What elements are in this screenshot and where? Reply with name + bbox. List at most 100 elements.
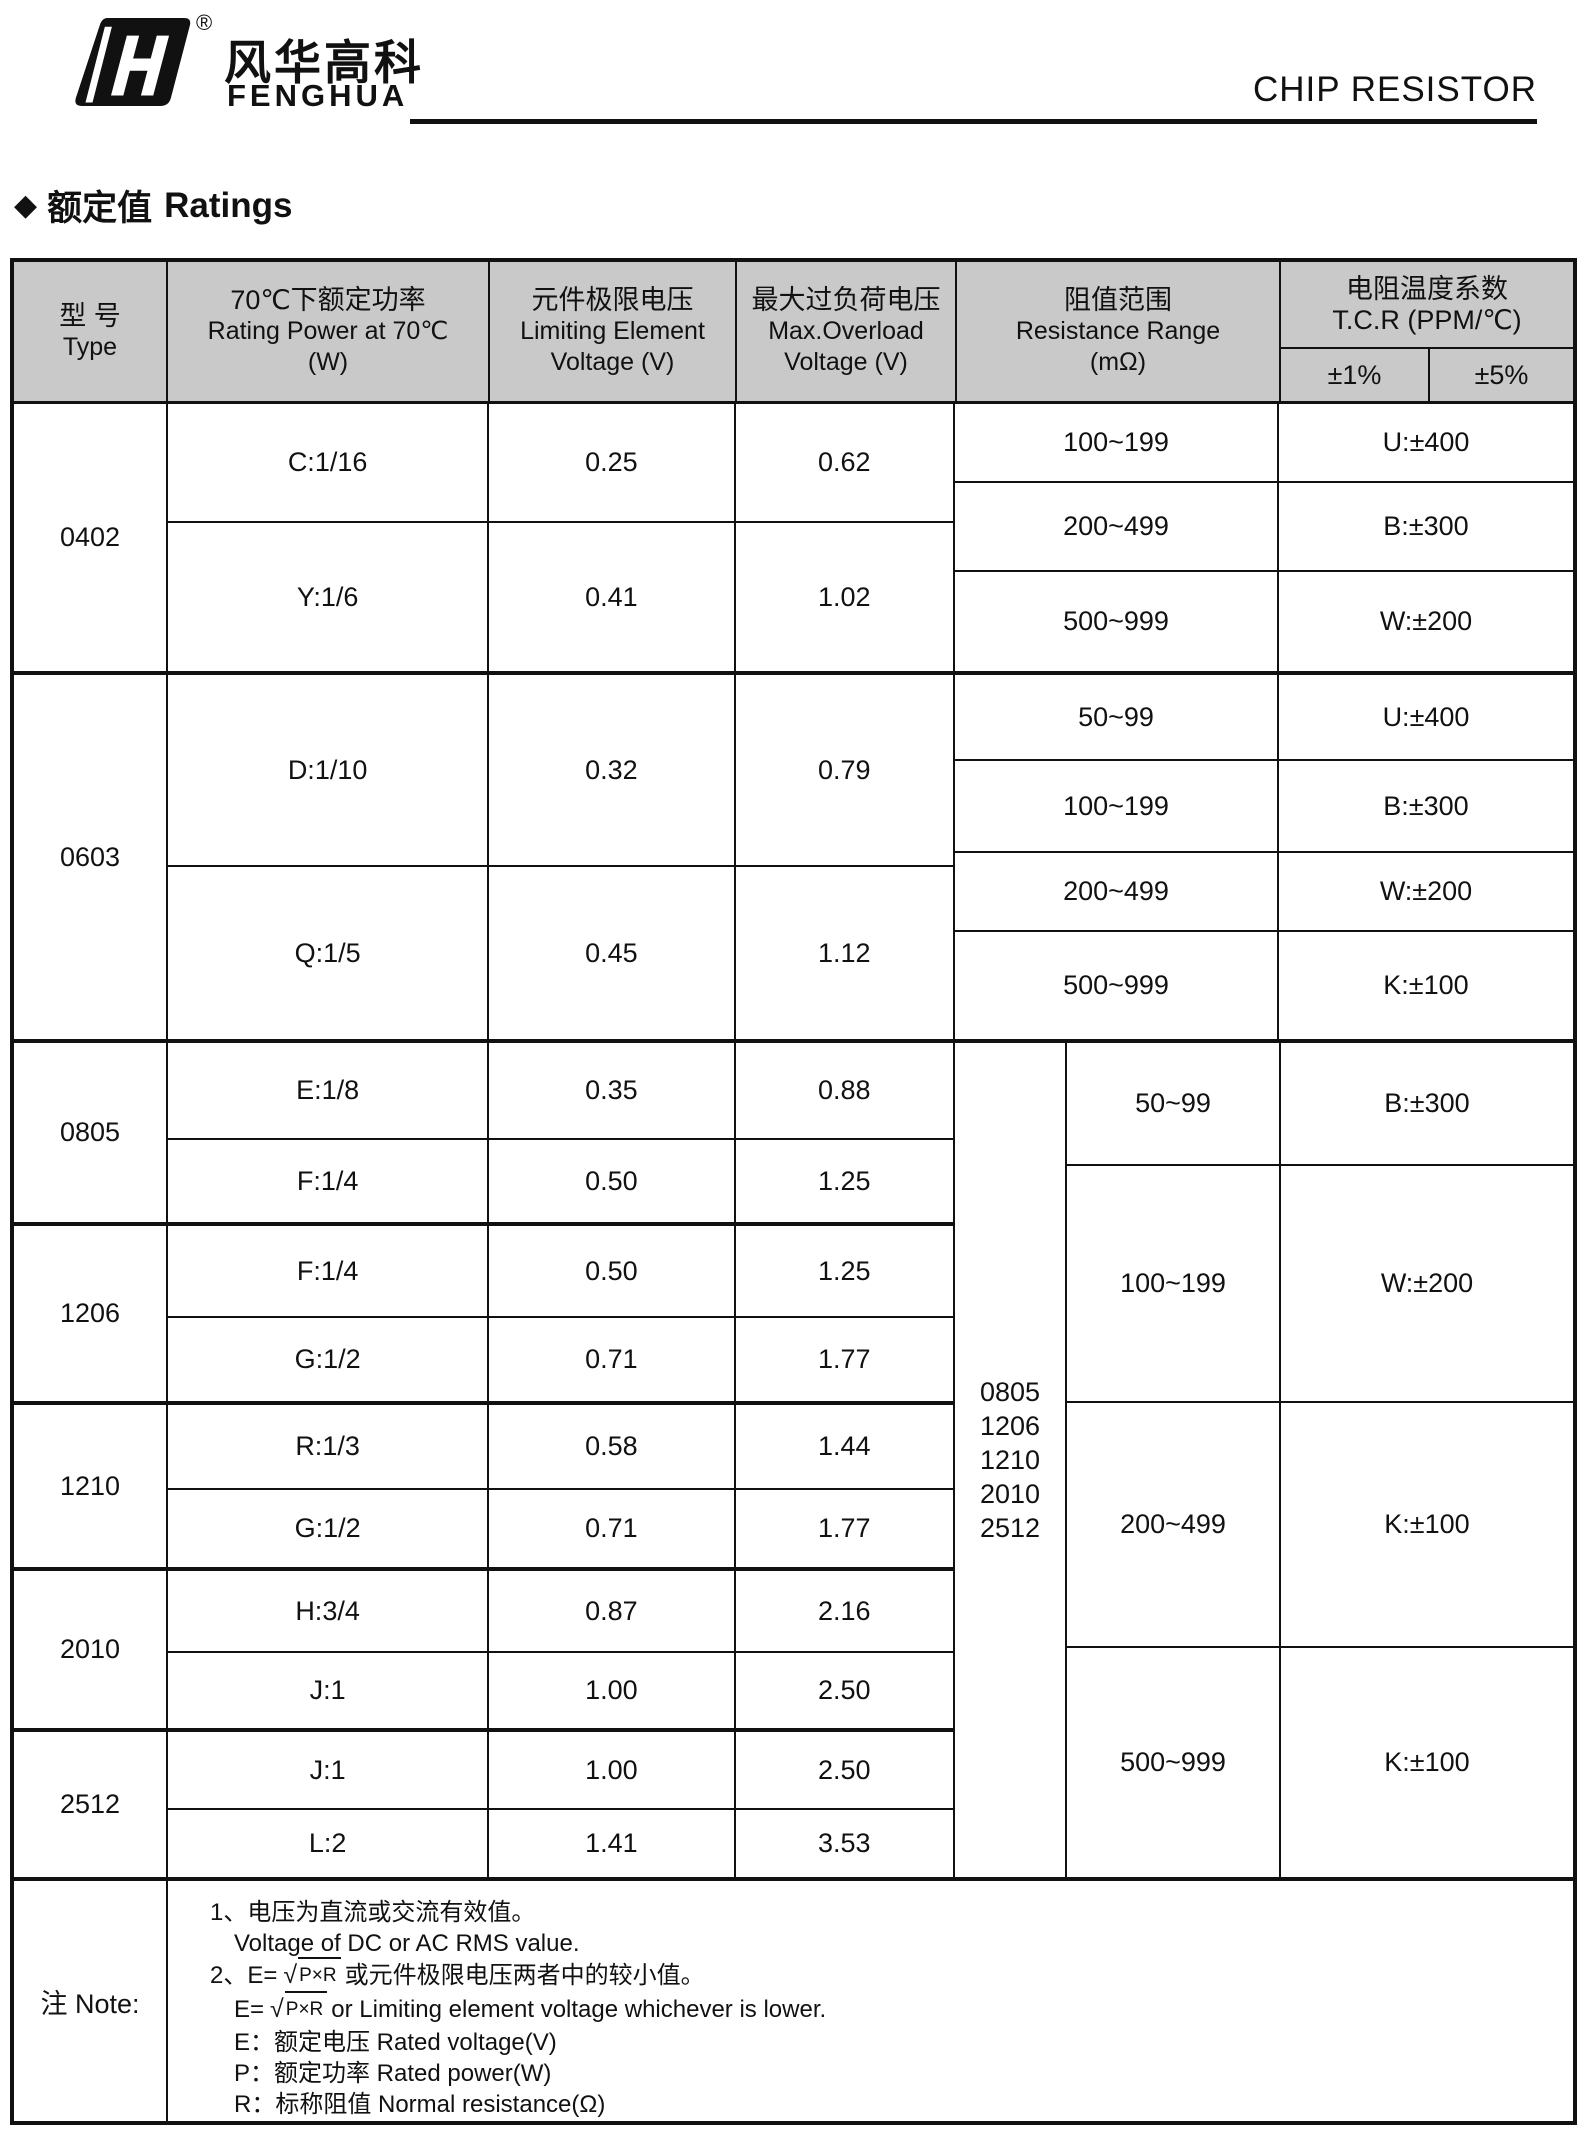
- range-row: 500~999 K:±100: [955, 930, 1573, 1039]
- power-cell: G:1/2: [294, 1513, 361, 1543]
- sqrt-radical-icon: √: [270, 1995, 284, 2023]
- power-voltage-group: D:1/10 0.32 0.79 Q:1/5 0.45 1.12: [166, 675, 953, 1039]
- combined-ranges-stack: 50~99 B:±300 100~199 W:±200 200~499 K:±1…: [1065, 1043, 1573, 1877]
- limiting-voltage-cell: 1.41: [487, 1810, 733, 1877]
- power-cell: J:1: [309, 1754, 346, 1785]
- power-row: Q:1/5 0.45 1.12: [168, 865, 953, 1039]
- power-row: J:1 1.00 2.50: [168, 1651, 953, 1728]
- type-cell: 2010: [59, 1634, 121, 1664]
- note-label: 注 Note:: [40, 1988, 140, 2019]
- overload-voltage-cell: 1.02: [733, 523, 953, 671]
- note-def-p: P：额定功率 Rated power(W): [234, 2060, 552, 2087]
- header-cell-tcr: 电阻温度系数 T.C.R (PPM/℃) ±1% ±5%: [1279, 262, 1573, 401]
- range-row: 100~199 U:±400: [955, 404, 1573, 481]
- power-cell: C:1/16: [287, 447, 368, 477]
- type-cell: 2512: [59, 1789, 121, 1819]
- note-item2-en: E= √ P×R or Limiting element voltage whiche…: [210, 1991, 1563, 2027]
- radicand: P×R: [284, 1991, 328, 2025]
- radicand: P×R: [298, 1957, 341, 1991]
- header-tolerance-1pct: ±1%: [1327, 359, 1382, 390]
- overload-voltage-cell: 1.77: [733, 1318, 953, 1401]
- note-item1-cn: 1、电压为直流或交流有效值。: [210, 1899, 536, 1926]
- power-voltage-group: C:1/16 0.25 0.62 Y:1/6 0.41 1.02: [166, 404, 953, 671]
- header-overload-unit: Voltage (V): [784, 348, 908, 376]
- note-item2-cn: 2、E= √ P×R 或元件极限电压两者中的较小值。: [210, 1957, 1563, 1993]
- brand-name-en: FENGHUA: [227, 78, 409, 113]
- tcr-value-cell: B:±300: [1277, 761, 1573, 851]
- power-voltage-group: E:1/8 0.35 0.88 F:1/4 0.50 1.25: [166, 1043, 953, 1222]
- note-section: 注 Note: 1、电压为直流或交流有效值。 Voltage of DC or …: [14, 1877, 1573, 2121]
- resistance-range-cell: 100~199: [1063, 427, 1169, 457]
- resistance-range-cell: 100~199: [1120, 1268, 1226, 1298]
- brand-name-cn: 风华高科: [224, 36, 424, 89]
- overload-voltage-cell: 1.44: [733, 1405, 953, 1488]
- section-title-cn: 额定值: [47, 189, 153, 228]
- header-cell-type: 型 号 Type: [14, 262, 166, 401]
- type-cell: 0603: [59, 841, 121, 872]
- note-item2-cn-prefix: 2、E=: [210, 1962, 278, 1989]
- power-cell: R:1/3: [295, 1431, 360, 1461]
- limiting-voltage-cell: 0.25: [487, 404, 733, 521]
- header-cell-power: 70℃下额定功率 Rating Power at 70℃ (W): [166, 262, 488, 401]
- fenghua-logo: [74, 18, 192, 111]
- resistance-range-cell: 50~99: [1078, 701, 1154, 732]
- power-cell: F:1/4: [296, 1255, 359, 1286]
- overload-voltage-cell: 0.79: [733, 675, 953, 865]
- tcr-value-cell: K:±100: [1279, 1648, 1573, 1877]
- note-def-r: R：标称阻值 Normal resistance(Ω): [234, 2091, 606, 2118]
- tcr-value-cell: B:±300: [1277, 483, 1573, 570]
- note-item2-en-suffix: or Limiting element voltage whichever is…: [331, 1996, 827, 2023]
- combined-type-item: 1206: [979, 1411, 1041, 1441]
- power-cell: E:1/8: [296, 1075, 360, 1105]
- section-0402: 0402 C:1/16 0.25 0.62 Y:1/6 0.41 1.02 10…: [14, 401, 1573, 671]
- header-rule: [410, 119, 1537, 124]
- overload-voltage-cell: 3.53: [733, 1810, 953, 1877]
- tcr-value-cell: U:±400: [1277, 675, 1573, 759]
- power-row: G:1/2 0.71 1.77: [168, 1316, 953, 1401]
- power-cell: H:3/4: [295, 1595, 360, 1626]
- power-row: F:1/4 0.50 1.25: [168, 1226, 953, 1316]
- resistance-range-cell: 500~999: [1120, 1747, 1226, 1777]
- header-power-en: Rating Power at 70℃: [207, 317, 449, 345]
- tcr-value-cell: U:±400: [1277, 404, 1573, 481]
- note-item2-cn-suffix: 或元件极限电压两者中的较小值。: [344, 1962, 705, 1989]
- header-tcr-title: 电阻温度系数 T.C.R (PPM/℃): [1281, 262, 1573, 347]
- band-1210: 1210 R:1/3 0.58 1.44 G:1/2 0.71 1.77: [14, 1401, 953, 1567]
- range-row: 200~499 W:±200: [955, 851, 1573, 930]
- limiting-voltage-cell: 1.00: [487, 1732, 733, 1808]
- resistance-range-cell: 200~499: [1120, 1509, 1226, 1539]
- power-row: Y:1/6 0.41 1.02: [168, 521, 953, 671]
- power-cell: F:1/4: [296, 1165, 359, 1196]
- overload-voltage-cell: 0.88: [733, 1043, 953, 1138]
- header-range-cn: 阻值范围: [1064, 285, 1172, 315]
- type-cell: 1206: [59, 1298, 121, 1328]
- resistance-range-cell: 200~499: [1063, 876, 1169, 906]
- tcr-value-cell: W:±200: [1277, 853, 1573, 930]
- type-cell: 1210: [59, 1470, 121, 1501]
- header-tcr-en: T.C.R (PPM/℃): [1332, 304, 1522, 335]
- note-item1-en: Voltage of DC or AC RMS value.: [234, 1930, 580, 1957]
- header-tcr-tolerances: ±1% ±5%: [1281, 347, 1573, 401]
- power-row: L:2 1.41 3.53: [168, 1808, 953, 1877]
- range-row: 100~199 W:±200: [1067, 1164, 1573, 1401]
- power-cell: G:1/2: [294, 1344, 361, 1374]
- overload-voltage-cell: 2.50: [733, 1653, 953, 1728]
- power-voltage-group: F:1/4 0.50 1.25 G:1/2 0.71 1.77: [166, 1226, 953, 1401]
- combined-type-item: 0805: [979, 1377, 1041, 1407]
- range-tcr-group: 100~199 U:±400 200~499 B:±300 500~999 W:…: [953, 404, 1573, 671]
- power-row: E:1/8 0.35 0.88: [168, 1043, 953, 1138]
- header-tolerance-5pct: ±5%: [1428, 349, 1573, 401]
- ratings-table: 型 号 Type 70℃下额定功率 Rating Power at 70℃ (W…: [10, 258, 1577, 2125]
- tcr-value-cell: W:±200: [1277, 572, 1573, 671]
- section-title-en: Ratings: [164, 185, 293, 225]
- limiting-voltage-cell: 0.35: [487, 1043, 733, 1138]
- limiting-voltage-cell: 0.71: [487, 1490, 733, 1567]
- fenghua-logo-icon: [75, 18, 191, 106]
- limiting-voltage-cell: 0.87: [487, 1571, 733, 1651]
- range-row: 500~999 K:±100: [1067, 1646, 1573, 1877]
- resistance-range-cell: 50~99: [1135, 1088, 1211, 1118]
- header-type-cn: 型 号: [59, 300, 121, 331]
- combined-type-list: 0805 1206 1210 2010 2512: [955, 1043, 1065, 1877]
- overload-voltage-cell: 1.25: [733, 1226, 953, 1316]
